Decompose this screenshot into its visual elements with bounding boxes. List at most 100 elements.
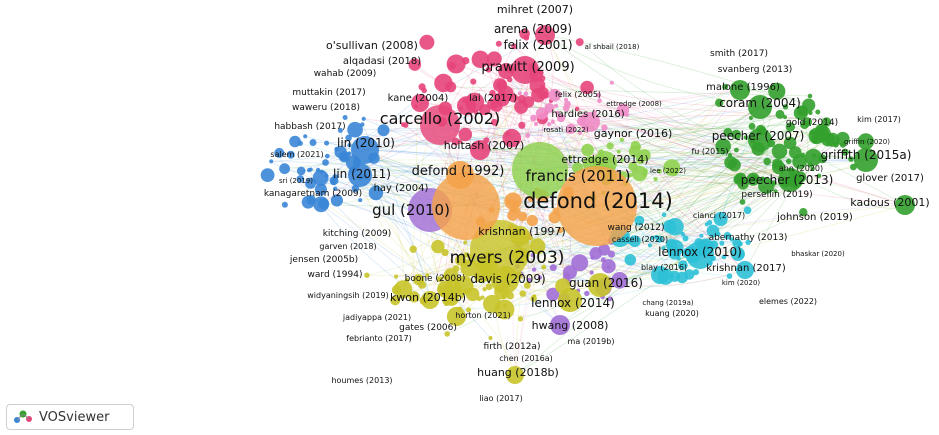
node-label[interactable]: chen (2016a) bbox=[499, 354, 553, 363]
publication-node[interactable] bbox=[772, 160, 786, 175]
node-label[interactable]: lin (2010) bbox=[337, 136, 395, 150]
publication-node[interactable] bbox=[402, 122, 409, 128]
publication-node[interactable] bbox=[706, 224, 720, 238]
publication-node[interactable] bbox=[555, 110, 560, 115]
publication-node[interactable] bbox=[495, 40, 502, 47]
publication-node[interactable] bbox=[301, 195, 315, 209]
publication-node[interactable] bbox=[498, 63, 515, 79]
node-label[interactable]: krishnan (2017) bbox=[706, 263, 786, 274]
publication-node[interactable] bbox=[530, 114, 537, 122]
publication-node[interactable] bbox=[361, 116, 366, 121]
node-label[interactable]: lai (2017) bbox=[469, 93, 517, 104]
publication-node[interactable] bbox=[601, 124, 608, 131]
publication-node[interactable] bbox=[606, 142, 614, 150]
publication-node[interactable] bbox=[773, 189, 778, 194]
publication-node[interactable] bbox=[436, 276, 443, 283]
publication-node[interactable] bbox=[556, 113, 566, 123]
node-label[interactable]: febrianto (2017) bbox=[346, 334, 411, 343]
publication-node[interactable] bbox=[564, 100, 571, 108]
publication-node[interactable] bbox=[523, 282, 531, 289]
node-label[interactable]: muttakin (2017) bbox=[292, 88, 365, 98]
publication-node[interactable] bbox=[841, 148, 849, 156]
publication-node[interactable] bbox=[565, 123, 577, 135]
publication-node[interactable] bbox=[526, 215, 538, 227]
node-label[interactable]: kitching (2009) bbox=[323, 229, 392, 239]
publication-node[interactable] bbox=[286, 150, 295, 159]
node-label[interactable]: widyaningsih (2019) bbox=[307, 291, 389, 300]
publication-node[interactable] bbox=[485, 283, 493, 291]
publication-node[interactable] bbox=[432, 172, 500, 240]
publication-node[interactable] bbox=[523, 91, 529, 96]
node-label[interactable]: prawitt (2009) bbox=[481, 60, 574, 75]
publication-node[interactable] bbox=[732, 238, 742, 248]
publication-node[interactable] bbox=[799, 208, 808, 217]
publication-node[interactable] bbox=[734, 147, 739, 153]
node-label[interactable]: felix (2001) bbox=[503, 38, 572, 52]
publication-node[interactable] bbox=[730, 247, 745, 261]
publication-node[interactable] bbox=[666, 239, 684, 257]
publication-node[interactable] bbox=[596, 92, 601, 98]
node-label[interactable]: davis (2009) bbox=[470, 272, 545, 286]
node-label[interactable]: elemes (2022) bbox=[759, 297, 817, 306]
publication-node[interactable] bbox=[368, 185, 384, 201]
publication-node[interactable] bbox=[653, 176, 658, 182]
publication-node[interactable] bbox=[434, 73, 453, 93]
node-label[interactable]: kadous (2001) bbox=[850, 196, 929, 209]
publication-node[interactable] bbox=[743, 206, 752, 215]
publication-node[interactable] bbox=[686, 241, 714, 269]
publication-node[interactable] bbox=[408, 291, 420, 303]
node-label[interactable]: ettredge (2008) bbox=[606, 100, 662, 108]
publication-node[interactable] bbox=[715, 138, 731, 155]
publication-node[interactable] bbox=[260, 168, 275, 183]
publication-node[interactable] bbox=[482, 287, 487, 292]
node-label[interactable]: malone (1996) bbox=[706, 82, 780, 93]
publication-node[interactable] bbox=[465, 92, 485, 112]
publication-node[interactable] bbox=[632, 165, 648, 182]
publication-node[interactable] bbox=[657, 168, 663, 174]
publication-node[interactable] bbox=[530, 295, 537, 302]
publication-node[interactable] bbox=[792, 154, 807, 169]
publication-node[interactable] bbox=[682, 235, 689, 242]
publication-node[interactable] bbox=[324, 140, 330, 146]
publication-node[interactable] bbox=[731, 129, 742, 140]
publication-node[interactable] bbox=[307, 168, 312, 173]
publication-node[interactable] bbox=[628, 235, 641, 248]
node-label[interactable]: peecher (2007) bbox=[712, 129, 805, 143]
publication-node[interactable] bbox=[421, 291, 439, 309]
node-label[interactable]: kim (2020) bbox=[722, 279, 761, 287]
publication-node[interactable] bbox=[491, 118, 498, 126]
node-label[interactable]: wahab (2009) bbox=[314, 69, 377, 79]
publication-node[interactable] bbox=[611, 272, 628, 289]
node-label[interactable]: mihret (2007) bbox=[497, 3, 573, 16]
publication-node[interactable] bbox=[589, 270, 594, 275]
publication-node[interactable] bbox=[330, 194, 343, 207]
publication-node[interactable] bbox=[548, 211, 561, 224]
publication-node[interactable] bbox=[626, 173, 631, 178]
publication-node[interactable] bbox=[333, 186, 338, 191]
publication-node[interactable] bbox=[568, 155, 573, 160]
node-label[interactable]: ward (1994) bbox=[308, 270, 363, 280]
publication-node[interactable] bbox=[707, 219, 713, 226]
publication-node[interactable] bbox=[666, 218, 684, 236]
publication-node[interactable] bbox=[443, 268, 459, 283]
node-label[interactable]: kane (2004) bbox=[388, 93, 449, 104]
node-label[interactable]: defond (2014) bbox=[523, 189, 673, 213]
node-label[interactable]: garven (2018) bbox=[319, 242, 376, 251]
publication-node[interactable] bbox=[699, 233, 704, 238]
node-label[interactable]: persellin (2019) bbox=[741, 190, 812, 200]
publication-node[interactable] bbox=[746, 172, 760, 186]
publication-node[interactable] bbox=[314, 183, 327, 196]
publication-node[interactable] bbox=[782, 104, 789, 110]
publication-node[interactable] bbox=[634, 215, 645, 226]
publication-node[interactable] bbox=[857, 133, 874, 150]
node-label[interactable]: kuang (2020) bbox=[645, 309, 699, 318]
publication-node[interactable] bbox=[548, 88, 562, 102]
node-label[interactable]: waweru (2018) bbox=[292, 103, 360, 113]
node-label[interactable]: kim (2017) bbox=[857, 115, 901, 124]
publication-node[interactable] bbox=[783, 136, 797, 150]
publication-node[interactable] bbox=[519, 28, 530, 40]
publication-node[interactable] bbox=[269, 159, 274, 164]
publication-node[interactable] bbox=[616, 149, 621, 154]
publication-node[interactable] bbox=[535, 107, 549, 120]
publication-node[interactable] bbox=[785, 158, 792, 165]
